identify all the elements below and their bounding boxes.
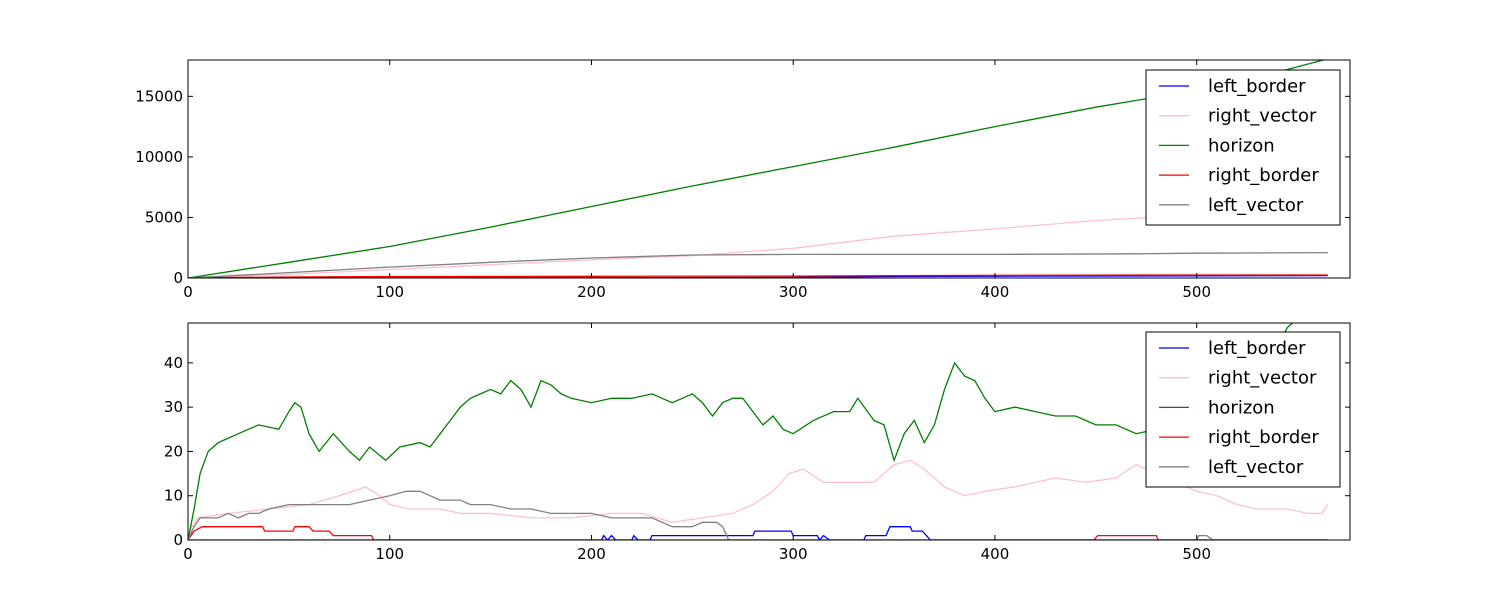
y-tick-label: 30 bbox=[164, 398, 183, 416]
legend-label: left_border bbox=[1208, 338, 1306, 359]
legend-label: horizon bbox=[1208, 397, 1275, 418]
y-tick-label: 10000 bbox=[135, 148, 183, 166]
y-tick-label: 40 bbox=[164, 354, 183, 372]
x-tick-label: 0 bbox=[183, 283, 193, 301]
x-tick-label: 200 bbox=[577, 283, 606, 301]
series-line-right-border bbox=[188, 274, 1328, 278]
x-tick-label: 500 bbox=[1182, 283, 1211, 301]
y-tick-label: 5000 bbox=[145, 208, 183, 226]
y-tick-label: 10 bbox=[164, 487, 183, 505]
legend-label: right_border bbox=[1208, 165, 1319, 186]
plot-lines bbox=[188, 323, 1329, 540]
legend-label: right_border bbox=[1208, 427, 1319, 448]
legend-label: right_vector bbox=[1208, 368, 1317, 389]
x-tick-label: 400 bbox=[981, 545, 1010, 563]
legend-label: horizon bbox=[1208, 135, 1275, 156]
series-line-right-border bbox=[188, 526, 1328, 540]
x-tick-label: 100 bbox=[375, 283, 404, 301]
legend-box bbox=[1145, 331, 1341, 488]
bottom-panel: 0 100 200 300 400 500 0 10 20 30 40 left_borderrigh… bbox=[164, 322, 1351, 563]
legend-label: left_vector bbox=[1208, 457, 1304, 478]
series-line-left-border bbox=[188, 526, 1328, 540]
y-tick-label: 15000 bbox=[135, 87, 183, 105]
axes-frame bbox=[187, 59, 1351, 279]
series-line-right-vector bbox=[188, 459, 1329, 540]
series-line-left-vector bbox=[188, 251, 1328, 278]
x-tick-label: 100 bbox=[375, 545, 404, 563]
y-tick-label: 20 bbox=[164, 442, 183, 460]
x-tick-label: 300 bbox=[779, 283, 808, 301]
series-line-left-vector bbox=[188, 490, 1328, 540]
y-tick-label: 0 bbox=[173, 531, 183, 549]
y-tick-label: 0 bbox=[173, 269, 183, 287]
legend-box bbox=[1145, 69, 1341, 226]
legend-label: right_vector bbox=[1208, 106, 1317, 127]
legend-label: left_border bbox=[1208, 76, 1306, 97]
legend-label: left_vector bbox=[1208, 195, 1304, 216]
series-line-horizon bbox=[188, 323, 1294, 540]
x-tick-label: 300 bbox=[779, 545, 808, 563]
x-tick-label: 0 bbox=[183, 545, 193, 563]
axes-frame bbox=[187, 322, 1351, 541]
x-tick-label: 200 bbox=[577, 545, 606, 563]
series-line-right-vector bbox=[188, 210, 1328, 278]
x-tick-label: 400 bbox=[981, 283, 1010, 301]
x-tick-label: 500 bbox=[1182, 545, 1211, 563]
